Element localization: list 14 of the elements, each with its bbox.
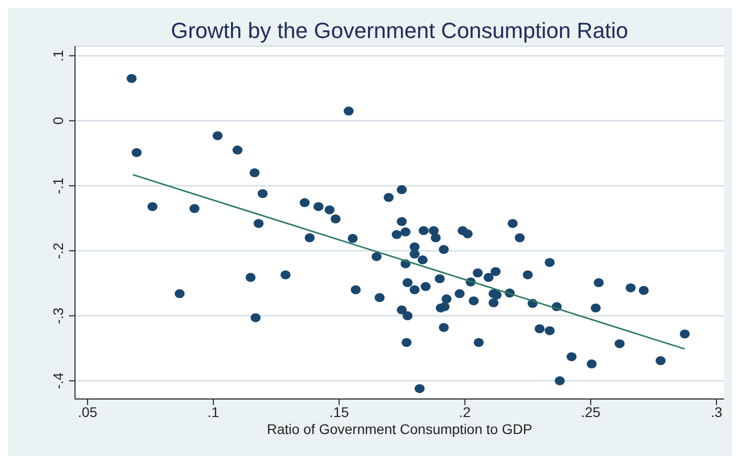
x-tick-label: .2 bbox=[459, 404, 471, 420]
x-tick-label: .15 bbox=[329, 404, 350, 420]
y-tick-label: .1 bbox=[50, 50, 66, 62]
y-tick-label: -.3 bbox=[50, 307, 66, 324]
x-tick-label: .1 bbox=[208, 404, 220, 420]
y-tick-label: 0 bbox=[50, 116, 66, 125]
x-axis-title: Ratio of Government Consumption to GDP bbox=[266, 421, 532, 437]
chart-title: Growth by the Government Consumption Ratio bbox=[170, 18, 630, 44]
y-tick-label: -.2 bbox=[50, 242, 66, 259]
y-tick-label: -.4 bbox=[50, 372, 66, 389]
x-tick-label: .05 bbox=[78, 404, 98, 420]
x-tick-label: .3 bbox=[710, 404, 722, 420]
y-tick-label: -.1 bbox=[50, 177, 66, 194]
x-tick-label: .25 bbox=[580, 404, 601, 420]
